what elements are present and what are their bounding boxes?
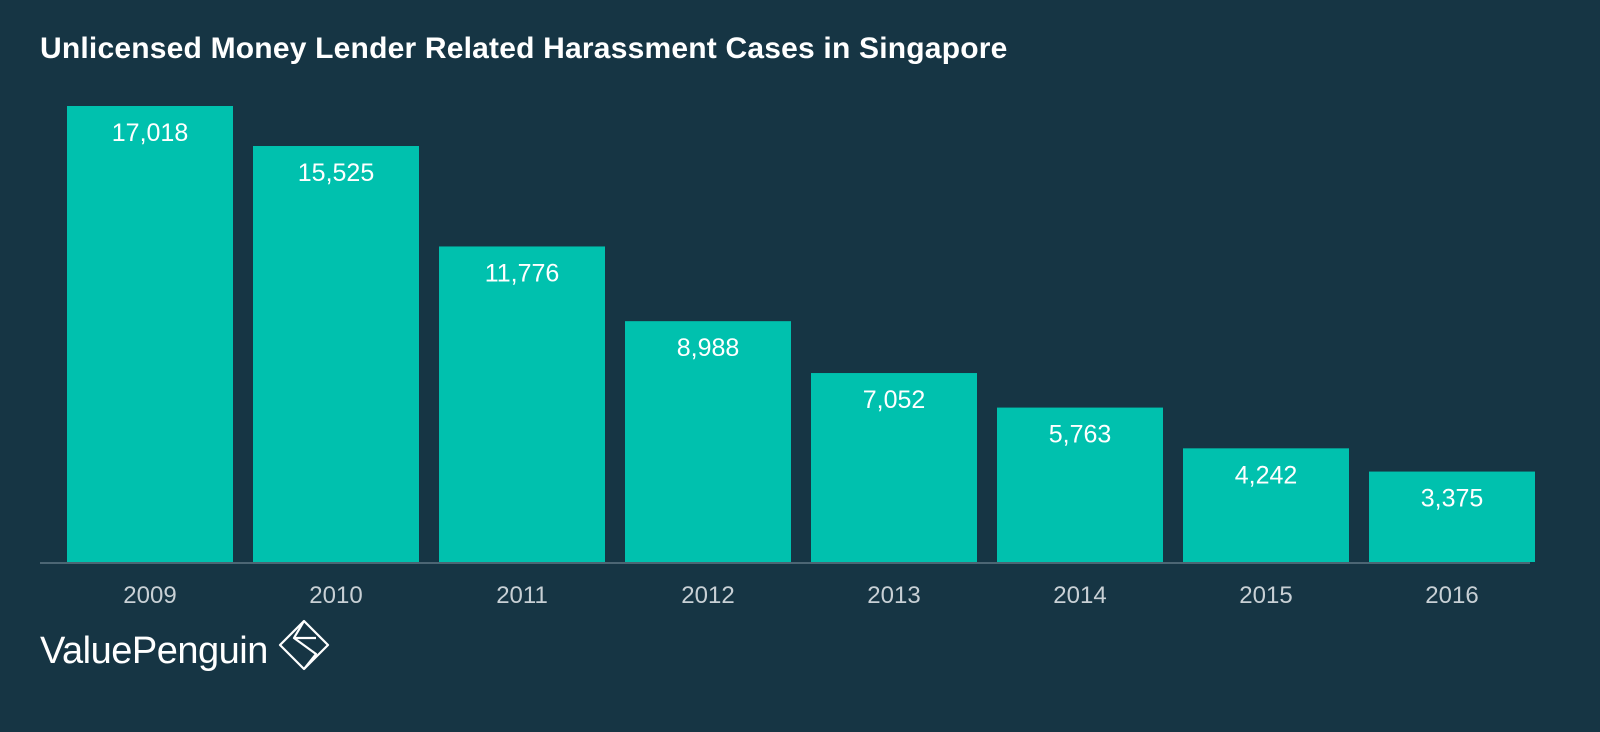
x-tick-label: 2009 — [123, 582, 176, 609]
bar-value-label: 3,375 — [1421, 485, 1484, 513]
bar-value-label: 7,052 — [863, 386, 926, 414]
x-tick-label: 2014 — [1053, 582, 1106, 609]
bar-2016 — [1369, 471, 1535, 562]
bar-2013 — [811, 373, 977, 562]
brand-name: ValuePenguin — [40, 629, 268, 672]
bar-2009 — [67, 106, 233, 562]
x-tick-label: 2013 — [867, 582, 920, 609]
bar-value-label: 17,018 — [112, 119, 188, 147]
bar-2011 — [439, 246, 605, 563]
x-tick-label: 2010 — [309, 582, 362, 609]
bar-value-label: 15,525 — [298, 159, 374, 187]
bar-value-label: 8,988 — [677, 334, 740, 362]
x-tick-label: 2011 — [496, 582, 548, 609]
brand-footer: ValuePenguin — [40, 619, 332, 674]
bar-2010 — [253, 146, 419, 562]
bar-2014 — [997, 407, 1163, 562]
chart-title: Unlicensed Money Lender Related Harassme… — [40, 32, 1008, 65]
x-tick-label: 2015 — [1239, 582, 1292, 609]
bar-value-label: 4,242 — [1235, 461, 1298, 489]
bar-2015 — [1183, 448, 1349, 562]
x-tick-label: 2012 — [681, 582, 734, 609]
bar-2012 — [625, 321, 791, 562]
bar-value-label: 11,776 — [485, 259, 560, 287]
bar-value-label: 5,763 — [1049, 421, 1112, 449]
valuepenguin-logo-icon — [278, 619, 329, 671]
x-tick-label: 2016 — [1425, 582, 1478, 609]
